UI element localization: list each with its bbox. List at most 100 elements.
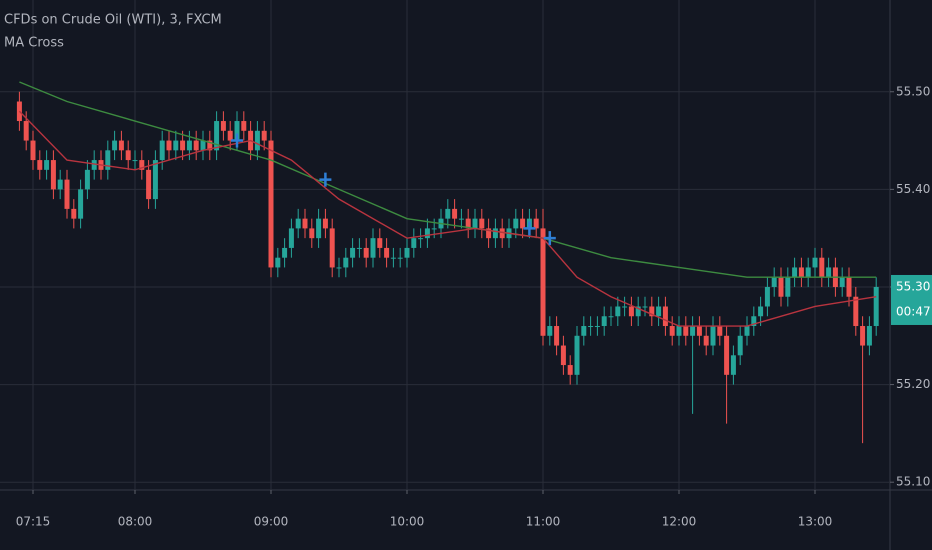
candle-body bbox=[200, 140, 206, 151]
x-tick-label: 08:00 bbox=[118, 515, 153, 529]
candle-body bbox=[91, 160, 97, 170]
candle-body bbox=[499, 228, 505, 239]
candle-body bbox=[873, 286, 879, 327]
candle-body bbox=[71, 208, 77, 219]
candle-body bbox=[581, 326, 587, 336]
grid bbox=[0, 0, 894, 494]
candle-body bbox=[329, 228, 335, 268]
candle-body bbox=[472, 218, 478, 229]
candle-body bbox=[84, 169, 90, 190]
x-tick-label: 13:00 bbox=[798, 515, 833, 529]
candle-body bbox=[826, 267, 832, 278]
candle-body bbox=[343, 257, 349, 268]
candle-body bbox=[316, 218, 322, 239]
candle-body bbox=[418, 238, 424, 240]
candle-body bbox=[118, 140, 124, 151]
candle-body bbox=[642, 306, 648, 308]
candle-body bbox=[78, 189, 84, 219]
candle-body bbox=[588, 326, 594, 328]
candle-body bbox=[50, 160, 56, 190]
candle-body bbox=[302, 218, 308, 229]
candle-body bbox=[411, 238, 417, 248]
candle-body bbox=[853, 296, 859, 327]
candle-body bbox=[690, 326, 696, 336]
candle-body bbox=[186, 140, 192, 151]
x-tick-label: 10:00 bbox=[390, 515, 425, 529]
candle-body bbox=[112, 140, 118, 151]
candle-body bbox=[227, 130, 233, 141]
candle-body bbox=[282, 247, 288, 258]
x-tick-label: 11:00 bbox=[526, 515, 561, 529]
candle-body bbox=[758, 306, 764, 317]
candle-body bbox=[513, 218, 519, 229]
candle-body bbox=[866, 326, 872, 346]
candle-body bbox=[520, 218, 526, 229]
candle-body bbox=[288, 228, 294, 248]
candle-body bbox=[166, 140, 172, 151]
candle-body bbox=[744, 326, 750, 336]
labels: 55.50 55.40 55.30 55.20 55.10 07:15 08:00 09:00… bbox=[16, 84, 932, 529]
cross-marker bbox=[231, 133, 243, 148]
candle-body bbox=[533, 218, 539, 229]
candle-body bbox=[193, 140, 199, 151]
candle-body bbox=[764, 286, 770, 307]
candle-body bbox=[547, 326, 553, 336]
candle-body bbox=[336, 267, 342, 269]
candle-body bbox=[635, 306, 641, 317]
countdown-label: 00:47 bbox=[896, 304, 931, 318]
candle-body bbox=[30, 140, 36, 161]
moving-average-line bbox=[18, 110, 877, 327]
candle-body bbox=[234, 121, 240, 141]
candle-body bbox=[254, 130, 260, 151]
candle-body bbox=[295, 218, 301, 229]
marks bbox=[16, 81, 879, 444]
candle-body bbox=[207, 140, 213, 151]
candle-body bbox=[737, 335, 743, 356]
candle-body bbox=[458, 218, 464, 220]
candle-body bbox=[622, 306, 628, 308]
candle-body bbox=[64, 179, 70, 209]
candle-body bbox=[105, 150, 111, 170]
y-tick-label: 55.10 bbox=[896, 475, 930, 489]
candle-body bbox=[404, 247, 410, 258]
candle-body bbox=[839, 277, 845, 287]
cross-marker bbox=[523, 221, 536, 236]
candle-body bbox=[785, 277, 791, 297]
candle-body bbox=[628, 306, 634, 317]
candle-body bbox=[268, 140, 274, 268]
candle-body bbox=[554, 326, 560, 346]
candle-body bbox=[479, 218, 485, 229]
candle-body bbox=[703, 335, 709, 346]
candle-body bbox=[594, 326, 600, 328]
candle-body bbox=[125, 150, 131, 161]
candle-body bbox=[676, 326, 682, 336]
candle-body bbox=[798, 267, 804, 278]
candle-body bbox=[261, 130, 267, 141]
indicator-name: MA Cross bbox=[4, 36, 64, 51]
candle-body bbox=[805, 267, 811, 278]
candle-body bbox=[214, 121, 220, 151]
candle-body bbox=[574, 335, 580, 375]
candle-body bbox=[812, 257, 818, 268]
candle-body bbox=[37, 160, 43, 170]
candle-body bbox=[486, 228, 492, 239]
candle-body bbox=[662, 306, 668, 327]
x-tick-label: 12:00 bbox=[662, 515, 697, 529]
last-price-box bbox=[891, 274, 932, 325]
candle-body bbox=[146, 169, 152, 200]
candle-body bbox=[846, 277, 852, 297]
candle-body bbox=[139, 160, 145, 170]
candle-body bbox=[384, 247, 390, 258]
cross-marker bbox=[543, 231, 556, 246]
candle-body bbox=[710, 326, 716, 346]
candle-body bbox=[356, 247, 362, 249]
candle-body bbox=[492, 228, 498, 239]
candle-body bbox=[57, 179, 63, 190]
moving-average-line bbox=[19, 81, 877, 278]
y-tick-label: 55.20 bbox=[896, 377, 930, 391]
candle-body bbox=[132, 160, 138, 162]
last-price-label: 55.30 bbox=[896, 279, 930, 293]
candle-body bbox=[220, 121, 226, 131]
